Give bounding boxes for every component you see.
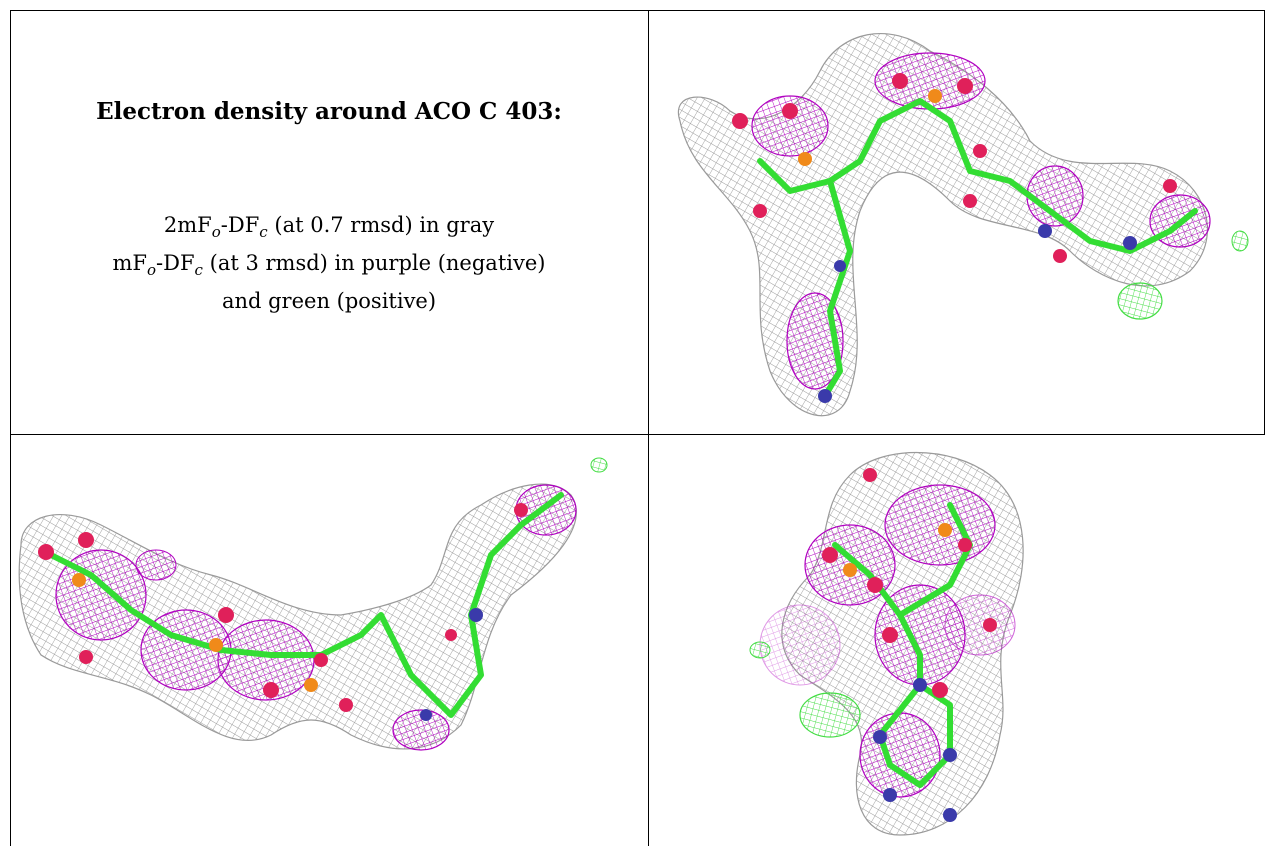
density-mesh-positive (799, 692, 861, 738)
density-view-bottom-left (11, 435, 647, 846)
density-mesh-positive (1117, 282, 1163, 320)
right-border (1264, 10, 1265, 434)
density-image-bottom-left (18, 457, 608, 751)
density-mesh-negative (55, 549, 147, 641)
ligand-bonds (48, 492, 564, 718)
figure-title: Electron density around ACO C 403: (96, 98, 562, 125)
density-mesh-negative (751, 95, 829, 157)
density-image-top-right (677, 32, 1249, 417)
ligand-bonds (832, 542, 953, 788)
oxygen-atom (38, 544, 54, 560)
oxygen-atom (732, 113, 748, 129)
caption-cell: Electron density around ACO C 403: 2mFo-… (10, 10, 648, 434)
density-view-bottom-right (650, 435, 1264, 846)
middle-divider (648, 10, 649, 846)
density-mesh-2fofc (18, 483, 577, 750)
legend-text: 2mFo-DFc (at 0.7 rmsd) in gray mFo-DFc (… (10, 210, 648, 317)
left-border (10, 10, 11, 846)
density-image-bottom-right (749, 452, 1024, 836)
ligand-bonds (757, 158, 853, 399)
top-border (10, 10, 1265, 11)
oxygen-atom (863, 468, 877, 482)
nitrogen-atom (913, 678, 927, 692)
phosphorus-atom (843, 563, 857, 577)
legend-line-positive: and green (positive) (221, 289, 437, 314)
nitrogen-atom (1038, 224, 1052, 238)
phosphorus-atom (72, 573, 86, 587)
row-divider (10, 434, 1265, 435)
nitrogen-atom (469, 608, 483, 622)
legend-line-fofc: mFo-DFc (at 3 rmsd) in purple (negative) (112, 251, 546, 280)
density-mesh-positive (590, 457, 608, 473)
legend-line-2fofc: 2mFo-DFc (at 0.7 rmsd) in gray (163, 213, 495, 242)
phosphorus-atom (798, 152, 812, 166)
density-view-top-right (650, 11, 1264, 433)
